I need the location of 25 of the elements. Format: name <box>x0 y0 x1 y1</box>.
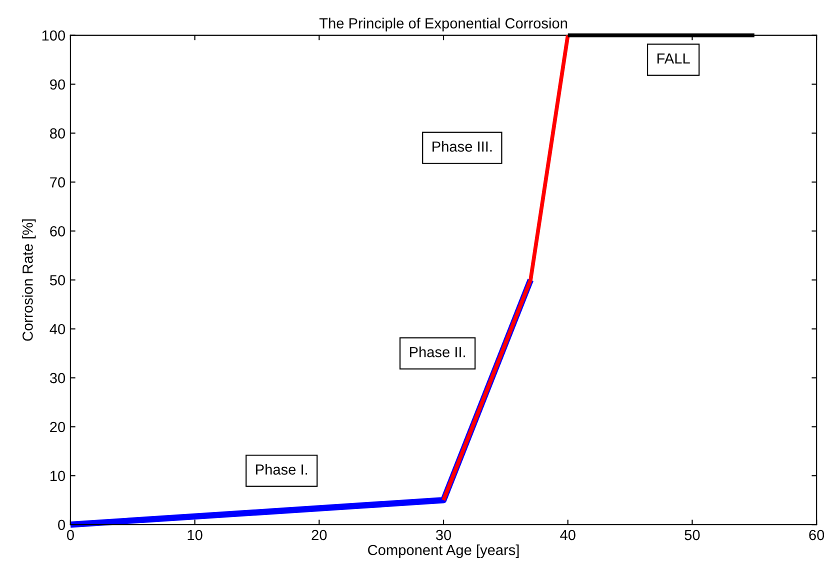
y-tick-label: 100 <box>42 30 66 41</box>
y-tick-label: 60 <box>50 226 66 236</box>
y-tick-label: 90 <box>50 79 66 90</box>
y-tick-label: 30 <box>50 372 66 384</box>
y-axis-title: Corrosion Rate [%] <box>22 219 36 341</box>
x-tick-label: 30 <box>436 530 452 540</box>
y-tick-label: 0 <box>58 520 66 530</box>
x-tick-label: 10 <box>188 530 202 540</box>
x-tick-label: 20 <box>312 530 327 540</box>
annotation: Phase II. <box>410 346 465 358</box>
y-tick-label: 80 <box>50 128 66 139</box>
y-tick-label: 50 <box>50 275 66 286</box>
annotation: Phase III. <box>432 141 492 152</box>
y-tick-label: 20 <box>50 422 66 432</box>
x-tick-label: 50 <box>684 530 700 540</box>
y-tick-label: 10 <box>50 470 66 482</box>
y-tick-label: 70 <box>50 177 66 188</box>
chart-title: The Principle of Exponential Corrosion <box>319 18 568 32</box>
annotation: FALL <box>657 53 690 64</box>
y-tick-label: 40 <box>50 324 66 334</box>
annotation: Phase I. <box>256 464 308 475</box>
x-axis-title: Component Age [years] <box>368 544 519 558</box>
x-tick-label: 40 <box>560 530 576 540</box>
x-tick-label: 0 <box>66 530 74 540</box>
x-tick-label: 60 <box>809 530 824 540</box>
